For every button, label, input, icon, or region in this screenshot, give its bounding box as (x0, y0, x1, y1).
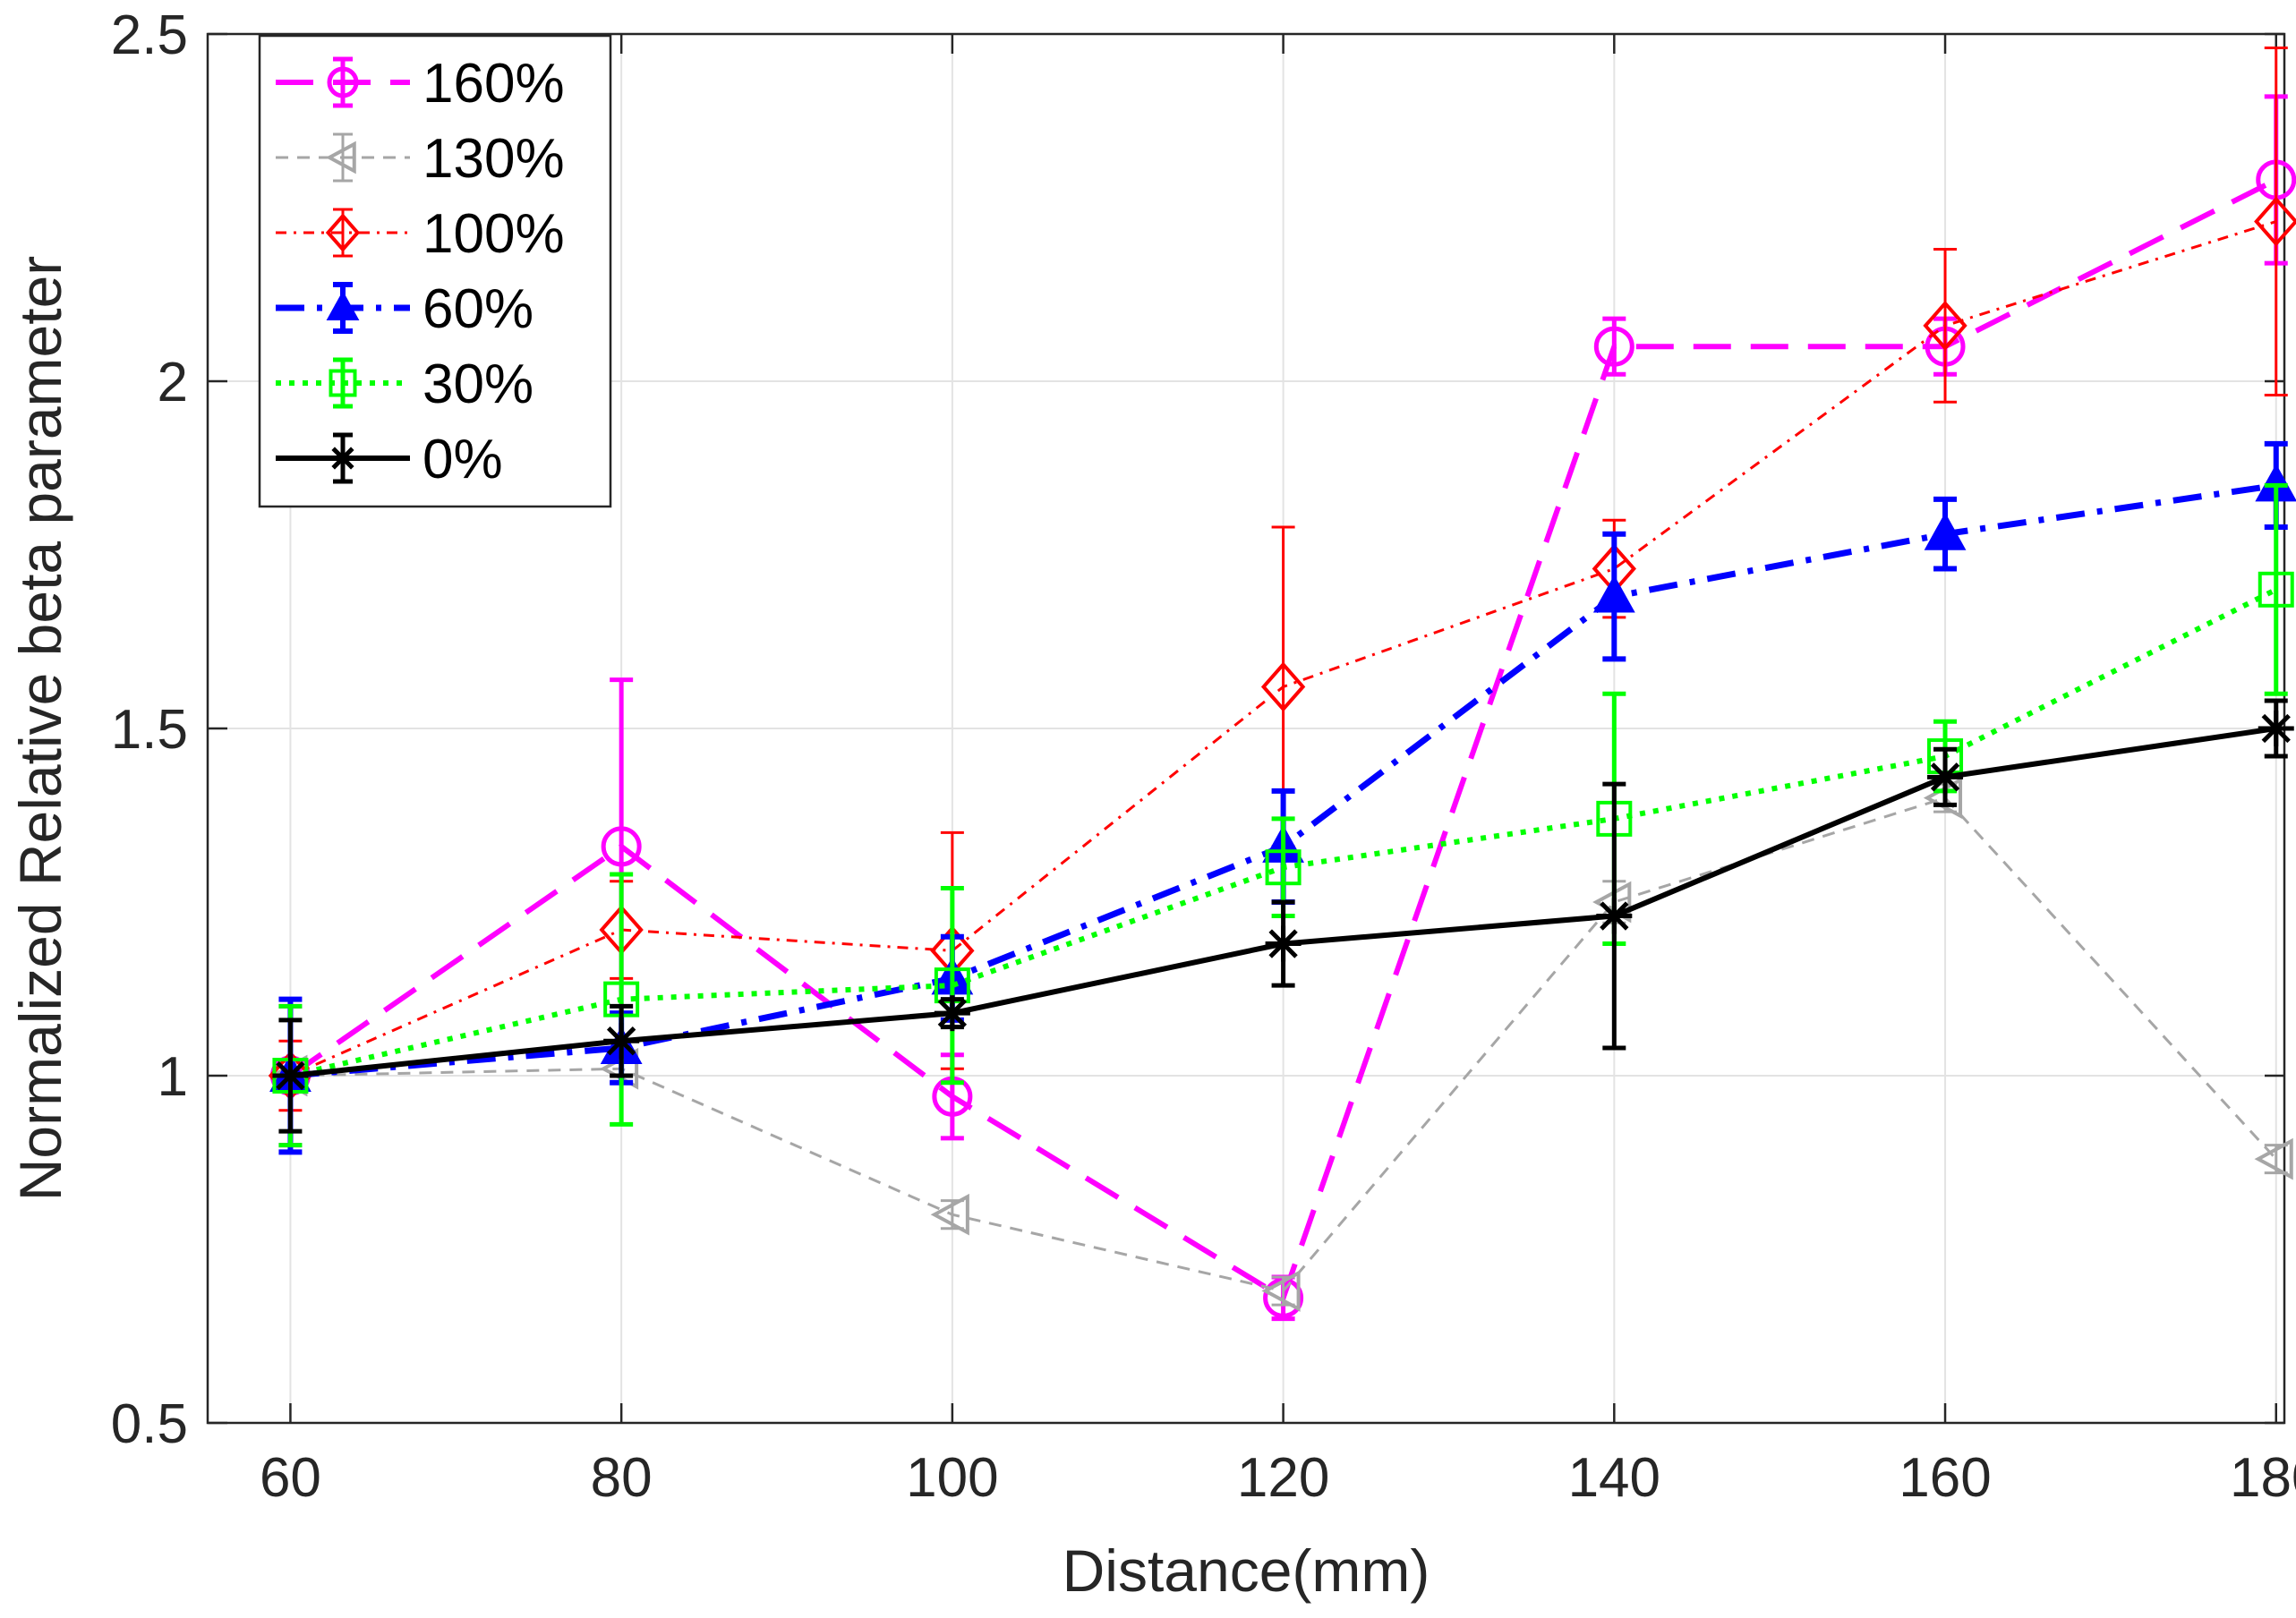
asterisk-stroke (937, 998, 968, 1028)
axis-ticks: 60 80 100 120 140 160 180 0.5 1 1.5 2 2.5 (111, 4, 2296, 1509)
data-point (1593, 326, 1635, 367)
data-point (1927, 759, 1964, 796)
data-point (1592, 575, 1635, 613)
legend-marker (325, 213, 361, 252)
data-point (2254, 1137, 2293, 1180)
legend-label: 0% (422, 429, 503, 490)
legend-marker (329, 445, 356, 472)
asterisk-stroke (276, 1060, 305, 1091)
error-bar (940, 885, 964, 1086)
legend-marker (326, 290, 360, 320)
data-point (930, 1193, 969, 1236)
y-tick-label: 1 (158, 1046, 188, 1108)
legend-marker (325, 141, 356, 175)
legend-item: 160% (276, 53, 565, 115)
x-axis-title: Distance(mm) (1063, 1537, 1430, 1604)
x-tick-label: 180 (2230, 1447, 2296, 1509)
y-tick-label: 0.5 (111, 1393, 188, 1455)
asterisk-stroke (606, 1026, 636, 1056)
y-tick-label: 2 (158, 352, 188, 413)
asterisk-stroke (331, 447, 354, 470)
asterisk-stroke (2261, 713, 2291, 744)
legend-marker (329, 369, 357, 397)
legend-label: 130% (422, 128, 565, 190)
data-point (1923, 300, 1967, 351)
legend-item: 130% (276, 128, 565, 190)
asterisk-stroke (1600, 901, 1629, 931)
error-bar (2264, 47, 2288, 397)
legend-item: 30% (276, 353, 533, 415)
data-point (272, 1058, 309, 1094)
x-tick-label: 140 (1568, 1447, 1660, 1509)
legend-item: 0% (276, 429, 503, 490)
legend-label: 160% (422, 53, 565, 115)
legend-label: 60% (422, 278, 533, 340)
legend-item: 100% (276, 203, 565, 265)
data-point (1261, 1270, 1301, 1312)
data-point (1265, 925, 1302, 962)
legend-box (258, 34, 612, 508)
data-point (934, 995, 970, 1032)
data-point (601, 826, 642, 867)
legend: 160% 130% 100% 60% 30% 0% (258, 34, 612, 508)
data-point (1924, 512, 1967, 550)
data-point (1596, 898, 1633, 934)
y-axis-title: Normalized Relative beta parameter (7, 256, 73, 1201)
series-0pct (272, 698, 2294, 1134)
x-tick-label: 160 (1899, 1447, 1991, 1509)
x-tick-label: 80 (591, 1447, 653, 1509)
error-bar (2264, 482, 2288, 696)
data-point (1265, 849, 1302, 886)
legend-label: 100% (422, 203, 565, 265)
legend-label: 30% (422, 353, 533, 415)
data-point (2258, 711, 2294, 746)
x-tick-label: 100 (906, 1447, 998, 1509)
legend-item: 60% (276, 278, 533, 340)
y-tick-label: 2.5 (111, 4, 188, 66)
data-point (2258, 571, 2294, 608)
y-tick-label: 1.5 (111, 699, 188, 761)
data-point (2254, 196, 2296, 247)
asterisk-stroke (1268, 929, 1298, 958)
x-tick-label: 120 (1237, 1447, 1329, 1509)
series-group (268, 47, 2296, 1322)
legend-marker (327, 66, 359, 98)
data-point (1260, 661, 1306, 712)
x-tick-label: 60 (260, 1447, 321, 1509)
data-point (603, 1023, 640, 1060)
asterisk-stroke (1930, 762, 1960, 792)
